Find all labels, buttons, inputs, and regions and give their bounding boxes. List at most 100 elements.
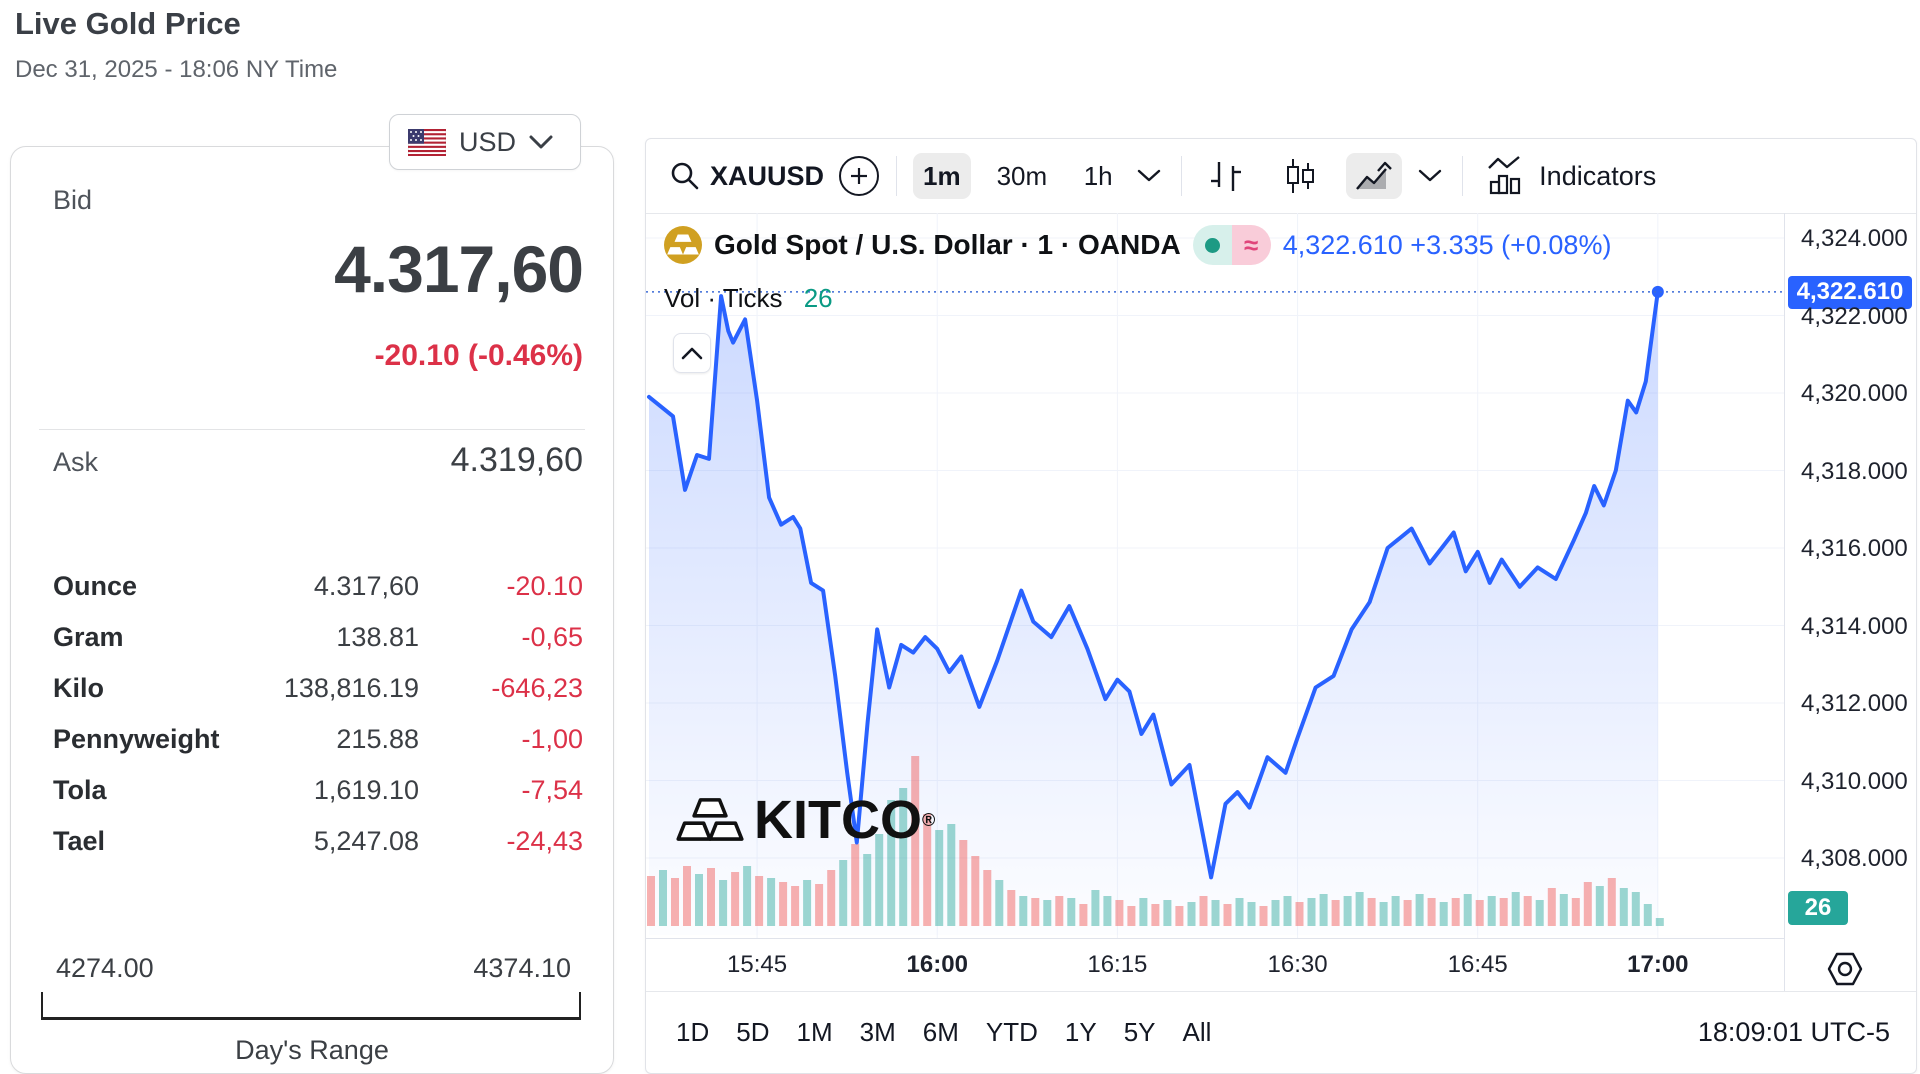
range-3m-button[interactable]: 3M [859, 1017, 896, 1047]
candlestick-chart-icon [1287, 159, 1315, 193]
chart-panel: XAUUSD 1m 30m 1h [645, 138, 1917, 1074]
gold-coin-icon [664, 226, 702, 264]
chart-toolbar: XAUUSD 1m 30m 1h [646, 139, 1916, 214]
volume-bar [803, 880, 812, 926]
volume-bar [1439, 902, 1448, 926]
range-1y-button[interactable]: 1Y [1064, 1017, 1097, 1047]
interval-30m-button[interactable]: 30m [987, 153, 1058, 199]
volume-bar [839, 860, 848, 926]
range-1d-button[interactable]: 1D [676, 1017, 710, 1047]
indicators-label: Indicators [1539, 160, 1657, 191]
unit-value: 4.317,60 [313, 571, 419, 601]
volume-bar [671, 878, 679, 926]
volume-bar [1103, 896, 1112, 926]
volume-bar [1271, 900, 1280, 926]
compare-add-icon[interactable] [838, 155, 880, 197]
volume-bar [1139, 898, 1148, 926]
unit-value: 215.88 [336, 724, 419, 754]
volume-bar [1619, 888, 1628, 926]
price-chart-canvas[interactable] [646, 213, 1784, 938]
volume-bar [659, 870, 667, 926]
day-range-label: Day's Range [235, 1035, 389, 1065]
search-icon[interactable] [670, 161, 700, 191]
registered-mark: ® [922, 809, 936, 830]
last-price-badge: 4,322.610 [1788, 275, 1912, 309]
volume-bar [1463, 894, 1472, 926]
price-axis-label: 4,312.000 [1801, 690, 1908, 717]
price-axis[interactable]: 4,322.610 26 4,324.000 4,322.000 4,320.000… [1784, 213, 1916, 991]
volume-bar [1247, 902, 1256, 926]
volume-bar [731, 872, 740, 926]
table-row: Kilo 138,816.19 -646,23 [53, 663, 583, 714]
volume-bar [755, 876, 764, 926]
volume-bar [1571, 898, 1580, 926]
time-axis[interactable]: 15:45 16:00 16:15 16:30 16:45 17:00 [646, 938, 1784, 992]
volume-bar [767, 878, 776, 926]
volume-legend-value: 26 [803, 283, 833, 313]
chart-style-bars-button[interactable] [1198, 153, 1254, 199]
interval-chevron-icon[interactable] [1137, 169, 1161, 183]
volume-bar [1295, 902, 1304, 926]
volume-bar [695, 874, 703, 926]
range-5d-button[interactable]: 5D [736, 1017, 770, 1047]
volume-bar [707, 868, 715, 926]
interval-1h-button[interactable]: 1h [1073, 153, 1123, 199]
collapse-legend-button[interactable] [673, 333, 711, 373]
price-axis-label: 4,314.000 [1801, 612, 1908, 640]
interval-1m-button[interactable]: 1m [913, 153, 971, 199]
volume-bar [1019, 896, 1028, 926]
range-ytd-button[interactable]: YTD [985, 1017, 1038, 1047]
unit-change: -24,43 [506, 826, 583, 856]
volume-bar [1031, 898, 1040, 926]
interval-group: 1m 30m 1h [913, 153, 1123, 199]
price-axis-label: 4,308.000 [1801, 845, 1908, 872]
time-axis-label: 15:45 [727, 951, 788, 978]
unit-label: Pennyweight [53, 724, 220, 754]
volume-bar [743, 866, 752, 926]
time-axis-label: 16:30 [1267, 951, 1328, 978]
range-6m-button[interactable]: 6M [922, 1017, 959, 1047]
time-axis-label: 17:00 [1627, 951, 1689, 978]
volume-bar [1211, 900, 1220, 926]
range-1m-button[interactable]: 1M [796, 1017, 833, 1047]
volume-bar [1367, 898, 1376, 926]
chart-last-quote: 4,322.610 +3.335 (+0.08%) [1282, 229, 1612, 260]
volume-bar [1235, 898, 1244, 926]
price-line [647, 289, 1660, 880]
chevron-up-icon [681, 347, 703, 359]
volume-bar [1535, 900, 1544, 926]
price-axis-label: 4,310.000 [1801, 767, 1908, 795]
table-row: Tael 5,247.08 -24,43 [53, 816, 583, 867]
volume-bar [815, 884, 824, 926]
currency-selector[interactable]: USD [389, 114, 581, 170]
unit-label: Kilo [53, 673, 104, 703]
symbol-title[interactable]: Gold Spot / U.S. Dollar · 1 · OANDA [714, 229, 1181, 260]
area-chart-icon [1356, 161, 1393, 190]
chart-clock: 18:09:01 UTC-5 [1697, 1017, 1890, 1047]
volume-bar [923, 814, 932, 926]
volume-bar [1259, 906, 1268, 926]
chart-style-candles-button[interactable] [1272, 153, 1328, 199]
volume-bar [719, 880, 728, 926]
volume-bar [911, 756, 920, 926]
volume-bar [1199, 896, 1208, 926]
page-title: Live Gold Price [15, 6, 241, 41]
symbol-search[interactable]: XAUUSD [710, 160, 825, 191]
chart-style-area-button[interactable] [1346, 153, 1403, 199]
toolbar-separator [896, 156, 898, 196]
indicators-button[interactable]: Indicators [1479, 155, 1662, 197]
unit-change: -7,54 [521, 775, 583, 805]
range-all-button[interactable]: All [1182, 1017, 1212, 1047]
volume-bar [1187, 902, 1196, 926]
market-status-pill[interactable]: ≈ [1192, 225, 1271, 265]
volume-bar [899, 788, 908, 926]
style-chevron-icon[interactable] [1418, 169, 1442, 183]
range-5y-button[interactable]: 5Y [1123, 1017, 1156, 1047]
volume-bar [1559, 894, 1568, 926]
table-row: Pennyweight 215.88 -1,00 [53, 714, 583, 765]
volume-legend[interactable]: Vol · Ticks 26 [664, 283, 833, 314]
quote-card: Bid 4.317,60 -20.10 (-0.46%) Ask 4.319,6… [10, 146, 614, 1074]
day-range-high: 4374.10 [473, 953, 571, 983]
chart-settings-gear-icon[interactable] [1825, 949, 1865, 989]
unit-value: 5,247.08 [313, 826, 419, 856]
